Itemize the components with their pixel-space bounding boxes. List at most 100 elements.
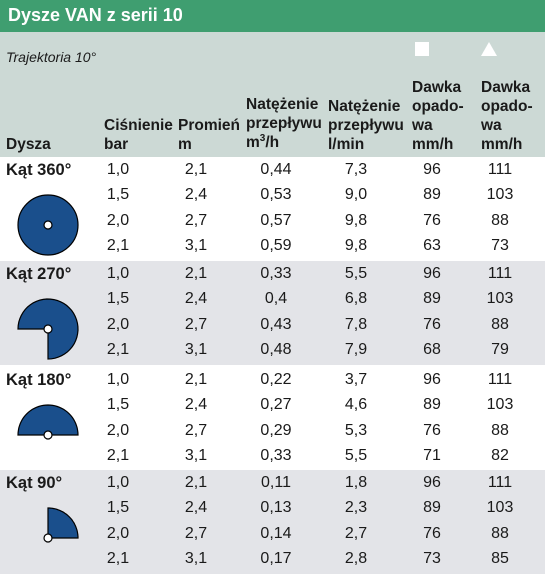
table-cell: 9,8 — [344, 237, 368, 254]
table-cell: 1,0 — [106, 371, 130, 388]
table-cell: 2,4 — [184, 499, 208, 516]
table-cell: 111 — [487, 371, 513, 388]
group-90: Kąt 90° 1,0 2,1 0,11 1,8 96 111 1,5 2,4 0,13 2,3 89… — [0, 470, 545, 574]
table-cell: 88 — [491, 525, 509, 542]
table-cell: 0,43 — [260, 316, 292, 333]
header-cisnienie: Ciśnienie bar — [104, 117, 173, 153]
triangle-icon — [481, 42, 497, 56]
table-cell: 2,1 — [184, 161, 208, 178]
table-cell: 0,27 — [260, 396, 292, 413]
table-cell: 2,0 — [106, 422, 130, 439]
table-cell: 1,5 — [106, 396, 130, 413]
table-cell: 103 — [486, 396, 514, 413]
trajectory-label: Trajektoria 10° — [6, 49, 97, 65]
table-cell: 0,17 — [260, 550, 292, 567]
table-cell: 0,59 — [260, 237, 292, 254]
table-cell: 85 — [491, 550, 509, 567]
header-natezenie-lmin: Natężenie przepływu l/min — [328, 98, 404, 153]
table-cell: 0,48 — [260, 341, 292, 358]
table-cell: 1,5 — [106, 499, 130, 516]
table-cell: 76 — [423, 422, 441, 439]
header-promien: Promień m — [178, 117, 241, 153]
table-cell: 68 — [423, 341, 441, 358]
table-cell: 96 — [423, 474, 441, 491]
table-cell: 96 — [423, 265, 441, 282]
table-cell: 2,4 — [184, 290, 208, 307]
table-cell: 88 — [491, 212, 509, 229]
table-cell: 2,7 — [184, 212, 208, 229]
table-cell: 1,0 — [106, 265, 130, 282]
table-cell: 2,7 — [184, 422, 208, 439]
table-cell: 76 — [423, 316, 441, 333]
table-cell: 1,0 — [106, 474, 130, 491]
table-cell: 5,5 — [344, 447, 368, 464]
table-cell: 79 — [491, 341, 509, 358]
page-title: Dysze VAN z serii 10 — [8, 5, 183, 25]
table-cell: 0,33 — [260, 265, 292, 282]
table-cell: 2,1 — [106, 550, 130, 567]
table-cell: 89 — [423, 396, 441, 413]
table-cell: 2,7 — [184, 316, 208, 333]
table-cell: 2,7 — [344, 525, 368, 542]
table-cell: 3,1 — [184, 341, 208, 358]
table-cell: 5,5 — [344, 265, 368, 282]
group-270: Kąt 270° 1,0 2,1 0,33 5,5 96 111 1,5 2,4 0,4 6,8 89… — [0, 261, 545, 365]
square-icon — [415, 42, 429, 56]
table-cell: 9,0 — [344, 186, 368, 203]
table-cell: 2,0 — [106, 212, 130, 229]
table-cell: 0,4 — [264, 290, 288, 307]
table-cell: 96 — [423, 371, 441, 388]
table-cell: 3,7 — [344, 371, 368, 388]
header-dysza: Dysza — [6, 136, 51, 153]
table-cell: 2,1 — [106, 447, 130, 464]
table-cell: 103 — [486, 186, 514, 203]
table-cell: 2,1 — [106, 341, 130, 358]
table-cell: 111 — [487, 265, 513, 282]
title-bar: Dysze VAN z serii 10 — [0, 0, 545, 32]
table-cell: 2,4 — [184, 396, 208, 413]
table-cell: 82 — [491, 447, 509, 464]
angle-label: Kąt 180° — [6, 371, 72, 389]
group-360: Kąt 360° 1,0 2,1 0,44 7,3 96 111 1,5 2,4 0,53 9,0 8… — [0, 157, 545, 261]
table-cell: 103 — [486, 290, 514, 307]
table-cell: 88 — [491, 316, 509, 333]
table-cell: 96 — [423, 161, 441, 178]
table-cell: 1,0 — [106, 161, 130, 178]
table-cell: 73 — [491, 237, 509, 254]
table-cell: 89 — [423, 290, 441, 307]
table-cell: 111 — [487, 474, 513, 491]
table-cell: 3,1 — [184, 550, 208, 567]
table-cell: 0,11 — [261, 474, 291, 491]
table-cell: 3,1 — [184, 447, 208, 464]
nozzle-360-icon — [17, 194, 79, 256]
table-cell: 2,0 — [106, 525, 130, 542]
table-cell: 7,3 — [344, 161, 368, 178]
table-cell: 88 — [491, 422, 509, 439]
table-cell: 2,1 — [184, 474, 208, 491]
table-cell: 5,3 — [344, 422, 368, 439]
table-cell: 76 — [423, 525, 441, 542]
table-cell: 2,1 — [184, 371, 208, 388]
header-natezenie-m3: Natężenie przepływu m3/h — [246, 96, 322, 151]
table-cell: 0,44 — [260, 161, 292, 178]
angle-label: Kąt 270° — [6, 265, 72, 283]
nozzle-270-icon — [17, 298, 79, 360]
table-cell: 2,4 — [184, 186, 208, 203]
table-cell: 0,57 — [260, 212, 292, 229]
table-cell: 2,0 — [106, 316, 130, 333]
group-180: Kąt 180° 1,0 2,1 0,22 3,7 96 111 1,5 2,4 0,27 4,6 8… — [0, 367, 545, 471]
table-cell: 0,33 — [260, 447, 292, 464]
table-cell: 6,8 — [344, 290, 368, 307]
table-cell: 0,29 — [260, 422, 292, 439]
table-cell: 73 — [423, 550, 441, 567]
table-cell: 0,53 — [260, 186, 292, 203]
table-cell: 3,1 — [184, 237, 208, 254]
angle-label: Kąt 360° — [6, 161, 72, 179]
table-cell: 2,7 — [184, 525, 208, 542]
table-cell: 63 — [423, 237, 441, 254]
table-cell: 89 — [423, 186, 441, 203]
table-cell: 1,5 — [106, 290, 130, 307]
table-cell: 111 — [487, 161, 513, 178]
header-dawka-triangle: Dawka opado-wa mm/h — [481, 79, 533, 153]
table-cell: 1,5 — [106, 186, 130, 203]
